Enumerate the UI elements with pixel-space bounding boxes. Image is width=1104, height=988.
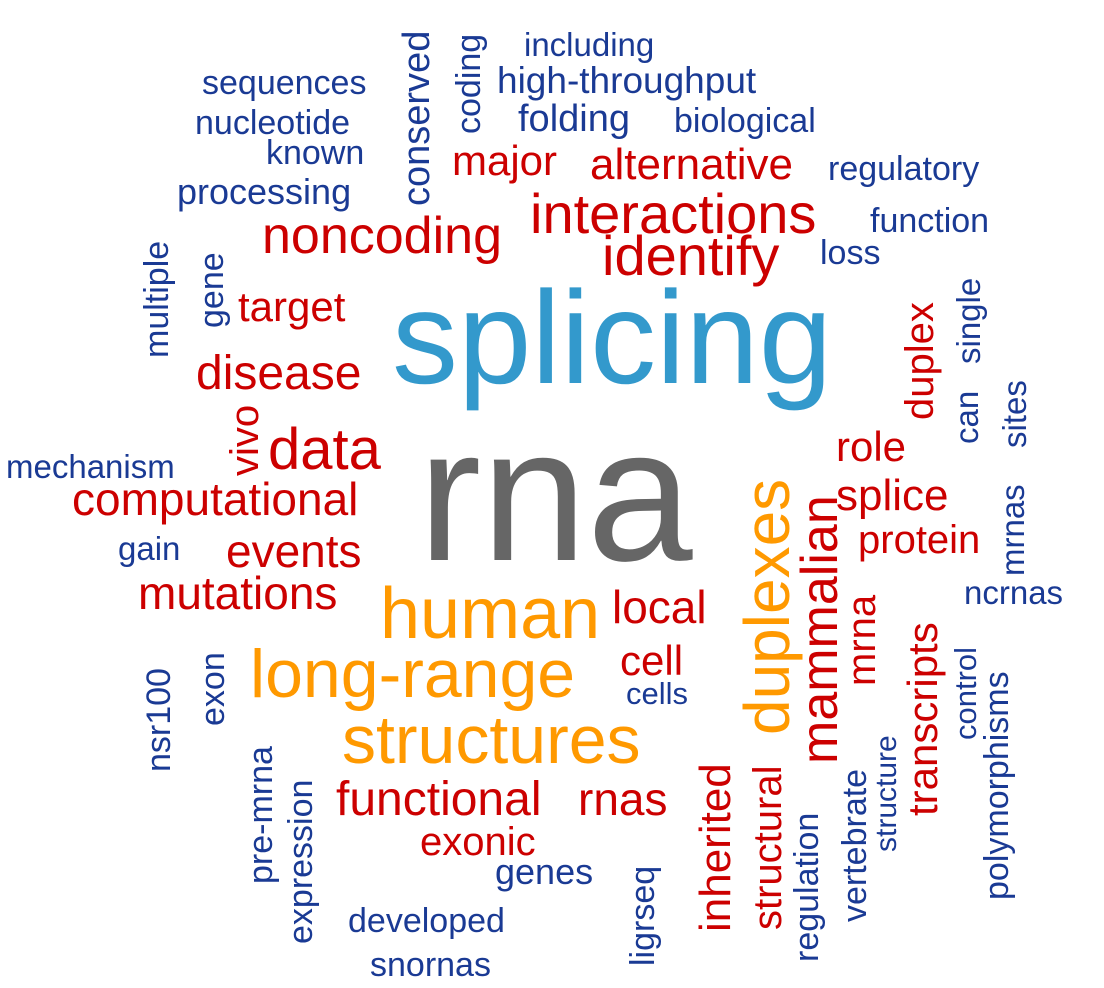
word-nucleotide: nucleotide (195, 104, 351, 142)
word-identify: identify (602, 224, 780, 287)
word-biological: biological (674, 102, 816, 140)
word-including: including (524, 26, 655, 63)
word-duplex: duplex (898, 302, 942, 420)
word-noncoding: noncoding (262, 207, 502, 265)
word-nsr100: nsr100 (140, 668, 178, 772)
word-regulatory: regulatory (828, 150, 980, 188)
word-disease: disease (196, 347, 362, 400)
word-major: major (452, 137, 558, 184)
word-expression: expression (282, 779, 320, 944)
word-exon: exon (194, 652, 232, 726)
word-interactions: interactions (530, 182, 817, 245)
word-structures: structures (342, 702, 641, 778)
word-gain: gain (118, 530, 181, 567)
word-known: known (266, 134, 365, 172)
word-multiple: multiple (138, 240, 176, 358)
word-duplexes: duplexes (731, 478, 803, 735)
word-events: events (226, 525, 362, 577)
word-mrna: mrna (840, 594, 884, 686)
word-alternative: alternative (590, 140, 794, 189)
word-rnas: rnas (578, 773, 668, 825)
word-vertebrate: vertebrate (836, 768, 874, 922)
word-function: function (870, 202, 990, 240)
word-exonic: exonic (420, 820, 536, 864)
word-regulation: regulation (788, 812, 826, 962)
word-transcripts: transcripts (899, 622, 946, 816)
word-cell: cell (620, 637, 684, 684)
word-mrnas: mrnas (994, 484, 1031, 576)
word-loss: loss (820, 234, 881, 272)
word-gene: gene (193, 252, 231, 328)
word-folding: folding (518, 98, 630, 140)
word-cells: cells (626, 676, 689, 711)
word-ncrnas: ncrnas (964, 574, 1064, 611)
word-genes: genes (495, 851, 594, 892)
word-high-throughput: high-throughput (497, 60, 757, 101)
word-mammalian: mammalian (791, 495, 849, 764)
word-polymorphisms: polymorphisms (978, 671, 1016, 900)
word-sites: sites (996, 380, 1033, 448)
word-can: can (948, 390, 985, 444)
word-single: single (950, 277, 987, 364)
word-coding: coding (450, 33, 488, 134)
word-vivo: vivo (223, 404, 267, 476)
word-snornas: snornas (370, 946, 491, 984)
word-pre-mrna: pre-mrna (242, 746, 280, 884)
word-sequences: sequences (202, 64, 367, 102)
word-structural: structural (746, 765, 790, 931)
word-developed: developed (348, 902, 505, 940)
word-structure: structure (870, 735, 903, 852)
word-inherited: inherited (691, 763, 740, 932)
word-mutations: mutations (138, 567, 338, 619)
word-local: local (612, 581, 707, 633)
word-human: human (380, 574, 601, 654)
word-protein: protein (858, 518, 981, 562)
word-data: data (268, 417, 381, 482)
word-splice: splice (836, 471, 949, 520)
word-control: control (948, 646, 983, 740)
word-ligrseq: ligrseq (624, 865, 662, 966)
word-long-range: long-range (250, 636, 576, 712)
word-role: role (836, 423, 907, 470)
word-rna: rna (418, 389, 693, 601)
word-functional: functional (336, 773, 542, 826)
word-mechanism: mechanism (6, 448, 175, 485)
word-target: target (238, 283, 346, 330)
word-conserved: conserved (396, 30, 438, 206)
word-splicing: splicing (392, 264, 833, 411)
word-computational: computational (72, 473, 359, 525)
word-processing: processing (177, 171, 352, 212)
